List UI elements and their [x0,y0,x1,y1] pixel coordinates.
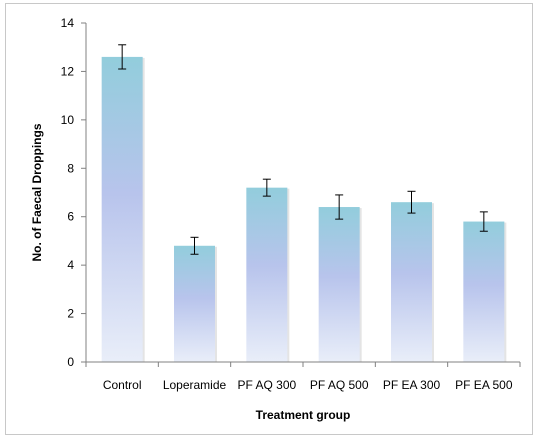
y-tick-label: 6 [67,210,74,224]
y-tick-label: 2 [67,307,74,321]
bar-loperamide [174,245,215,362]
error-bars-layer [118,44,488,255]
error-bar [262,178,271,197]
y-tick-label: 14 [61,16,75,30]
error-bar [190,236,199,255]
y-axis-title: No. of Faecal Droppings [30,123,44,261]
error-bar [335,194,344,220]
y-tick-label: 0 [67,355,74,369]
bar-pf-ea-500 [463,221,505,362]
bars-layer [101,56,507,363]
y-tick-label: 4 [67,258,74,272]
axes-layer [85,23,520,363]
bar-control [101,56,143,363]
bar-pf-aq-500 [318,207,360,362]
x-tick-label: Control [103,378,142,392]
bar-pf-aq-300 [246,187,288,362]
x-tick-label: PF AQ 500 [310,378,369,392]
y-ticks: 0 2 4 6 8 10 12 14 [61,16,86,369]
x-tick-label: PF AQ 300 [237,378,296,392]
y-tick-label: 8 [67,161,74,175]
y-tick-label: 12 [61,64,75,78]
x-tick-label: PF EA 300 [383,378,441,392]
x-axis-title: Treatment group [256,408,351,422]
x-ticks: Control Loperamide PF AQ 300 PF AQ 500 PF EA… [85,362,521,392]
error-bar [407,190,416,214]
x-tick-label: Loperamide [163,378,227,392]
error-bar [479,211,488,232]
error-bar [118,44,127,70]
x-tick-label: PF EA 500 [455,378,513,392]
y-tick-label: 10 [61,113,75,127]
bar-pf-ea-300 [391,202,432,362]
